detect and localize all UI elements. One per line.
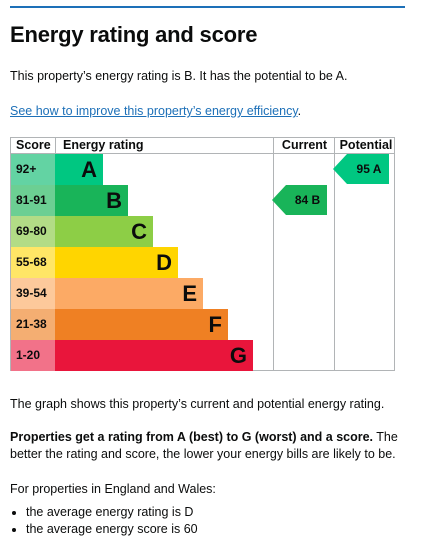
- england-wales-heading: For properties in England and Wales:: [10, 482, 216, 496]
- band-score-g: 1-20: [11, 340, 55, 371]
- improve-paragraph: See how to improve this property’s energ…: [10, 103, 410, 120]
- band-letter-g: G: [229, 343, 247, 368]
- band-letter-a: A: [81, 157, 97, 182]
- potential-rating-arrow: 95 A: [333, 154, 389, 184]
- band-letter-f: F: [208, 312, 222, 337]
- band-letter-e: E: [182, 281, 197, 306]
- average-score-item: the average energy score is 60: [26, 521, 198, 538]
- band-bar-e: E: [55, 278, 203, 309]
- page-title: Energy rating and score: [10, 22, 258, 47]
- improve-link[interactable]: See how to improve this property’s energ…: [10, 104, 298, 118]
- average-rating-item: the average energy rating is D: [26, 504, 198, 521]
- divider-current: [273, 138, 274, 370]
- graph-note: The graph shows this property’s current …: [10, 397, 385, 411]
- ratings-explanation-bold: Properties get a rating from A (best) to…: [10, 430, 374, 444]
- current-rating-arrow: 84 B: [272, 185, 327, 215]
- band-letter-d: D: [156, 250, 172, 275]
- band-bar-g: G: [55, 340, 253, 371]
- band-letter-b: B: [106, 188, 122, 213]
- band-score-b: 81-91: [11, 185, 55, 216]
- ratings-explanation-rest: The better the rating and score, the low…: [10, 430, 398, 461]
- band-score-a: 92+: [11, 154, 55, 185]
- header-divider: [11, 153, 394, 154]
- band-letter-c: C: [131, 219, 147, 244]
- header-current: Current: [281, 138, 328, 152]
- band-bar-d: D: [55, 247, 178, 278]
- averages-list: the average energy rating is D the avera…: [10, 504, 198, 538]
- band-score-c: 69-80: [11, 216, 55, 247]
- band-bar-a: A: [55, 154, 103, 185]
- current-rating-label: 84 B: [294, 193, 321, 207]
- intro-text: This property’s energy rating is B. It h…: [10, 69, 348, 83]
- divider-potential: [334, 138, 335, 370]
- band-score-d: 55-68: [11, 247, 55, 278]
- ratings-explanation: Properties get a rating from A (best) to…: [10, 429, 410, 463]
- improve-link-suffix: .: [297, 104, 302, 118]
- band-score-e: 39-54: [11, 278, 55, 309]
- potential-arrow-shape: [333, 154, 389, 184]
- header-potential: Potential: [339, 138, 393, 152]
- band-bar-c: C: [55, 216, 153, 247]
- top-border: [10, 6, 405, 8]
- potential-rating-label: 95 A: [356, 162, 382, 176]
- header-score: Score: [16, 138, 51, 152]
- band-bar-b: B: [55, 185, 128, 216]
- header-energy-rating: Energy rating: [63, 138, 144, 152]
- band-score-f: 21-38: [11, 309, 55, 340]
- energy-rating-chart: Score Energy rating Current Potential 92…: [10, 137, 395, 371]
- band-bar-f: F: [55, 309, 228, 340]
